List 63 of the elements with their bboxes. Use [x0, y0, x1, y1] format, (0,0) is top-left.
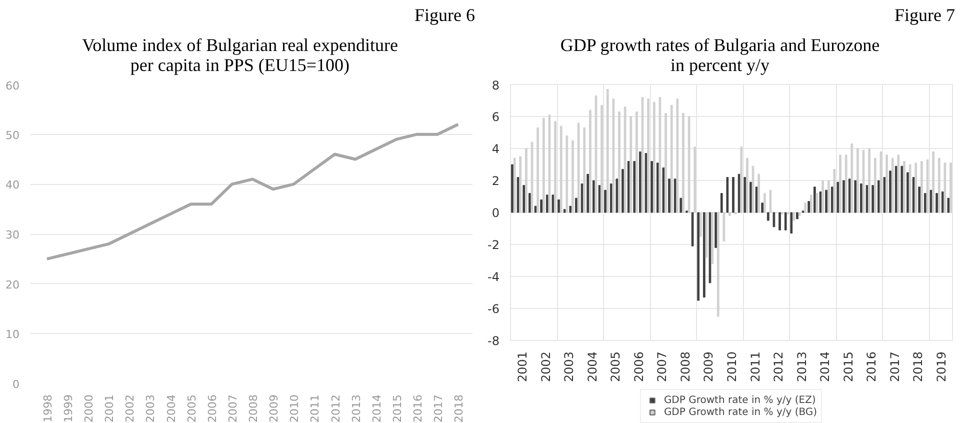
x-tick-label: 2014: [370, 394, 384, 422]
x-tick-label: 2016: [864, 351, 879, 382]
x-tick-label: 1998: [41, 394, 54, 422]
x-tick-label: 2016: [411, 394, 424, 422]
x-tick-label: 2007: [655, 351, 670, 382]
caption: Figure 7: [894, 5, 955, 25]
x-tick-label: 2003: [144, 394, 158, 422]
legend-label: GDP Growth rate in % y/y (BG): [664, 406, 818, 418]
y-tick-label: 0: [12, 378, 20, 391]
x-tick-label: 2004: [585, 351, 600, 382]
x-tick-label: 2011: [308, 394, 322, 422]
x-tick-label: 2002: [538, 351, 553, 382]
x-tick-label: 2017: [432, 394, 446, 422]
y-tick-label: 10: [6, 328, 20, 342]
x-tick-label: 2011: [748, 351, 762, 382]
x-tick-label: 2014: [818, 351, 832, 382]
y-tick-label: 8: [492, 78, 500, 92]
x-tick-label: 2015: [390, 394, 404, 422]
x-tick-label: 2010: [725, 351, 739, 382]
line-series: [45, 122, 460, 260]
y-tick-label: -4: [488, 270, 500, 284]
y-tick-label: -6: [488, 302, 500, 316]
x-tick-label: 2000: [82, 394, 96, 422]
x-tick-label: 2010: [288, 394, 302, 422]
x-tick-label: 2015: [841, 351, 856, 382]
y-tick-label: 40: [6, 178, 20, 192]
y-tick-label: 30: [6, 228, 20, 242]
x-tick-label: 2009: [268, 394, 281, 422]
y-tick-label: 60: [6, 80, 20, 92]
x-tick-label: 2003: [562, 351, 576, 382]
chart-title: Volume index of Bulgarian real expenditure per capita in PPS (EU15=100): [82, 35, 398, 75]
x-tick-label: 2005: [608, 351, 623, 382]
x-tick-label: 2001: [103, 394, 116, 422]
y-tick-label: 20: [6, 278, 20, 292]
x-tick-label: 2008: [678, 351, 692, 382]
x-tick-label: 2012: [329, 394, 342, 422]
chart-title: GDP growth rates of Bulgaria and Eurozone in percent y/y: [560, 35, 880, 75]
legend-label: GDP Growth rate in % y/y (EZ): [664, 394, 816, 406]
x-tick-label: 2019: [934, 351, 948, 382]
x-tick-label: 2018: [911, 351, 926, 382]
x-tick-label: 2018: [452, 394, 466, 422]
caption: Figure 6: [414, 5, 475, 25]
x-tick-label: 2012: [772, 351, 786, 382]
x-tick-label: 2008: [247, 394, 260, 422]
x-tick-label: 2006: [632, 351, 646, 382]
y-tick-label: 50: [6, 128, 20, 142]
x-tick-label: 1999: [62, 394, 76, 422]
y-tick-label: -8: [488, 334, 500, 348]
x-tick-label: 2006: [206, 394, 219, 422]
y-tick-label: -2: [488, 238, 500, 252]
x-tick-label: 2004: [164, 394, 178, 422]
y-tick-label: 0: [492, 206, 500, 220]
x-tick-label: 2017: [888, 351, 902, 382]
x-tick-label: 2009: [702, 351, 716, 382]
y-tick-label: 6: [492, 110, 500, 124]
x-tick-label: 2013: [794, 351, 809, 382]
x-tick-label: 2001: [516, 351, 530, 382]
x-tick-label: 2002: [124, 394, 137, 422]
x-tick-label: 2013: [350, 394, 363, 422]
x-tick-label: 2007: [226, 394, 240, 422]
y-tick-label: 4: [492, 142, 500, 156]
y-tick-label: 2: [492, 174, 500, 188]
x-tick-label: 2005: [185, 394, 198, 422]
